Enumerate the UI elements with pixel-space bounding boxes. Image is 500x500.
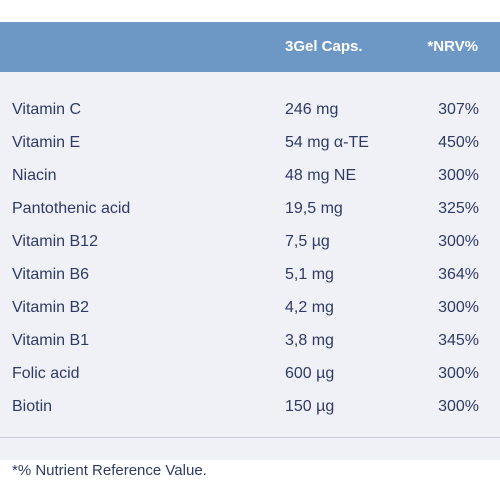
nutrient-nrv: 300% — [438, 233, 479, 250]
nutrient-nrv: 300% — [438, 167, 479, 184]
nutrient-amount: 150 µg — [285, 398, 335, 415]
table-row: Vitamin E 54 mg α-TE 450% — [0, 132, 500, 165]
table-header: 3Gel Caps. *NRV% — [0, 22, 500, 72]
nutrient-name: Vitamin B1 — [12, 332, 90, 349]
nutrient-name: Vitamin B12 — [12, 233, 98, 250]
header-amount-label: 3Gel Caps. — [285, 38, 363, 55]
nutrient-nrv: 300% — [438, 299, 479, 316]
nutrient-nrv: 300% — [438, 365, 479, 382]
table-row: Vitamin B1 3,8 mg 345% — [0, 330, 500, 363]
nutrient-amount: 19,5 mg — [285, 200, 343, 217]
nutrient-name: Pantothenic acid — [12, 200, 131, 217]
table-body: Vitamin C 246 mg 307% Vitamin E 54 mg α-… — [0, 99, 500, 429]
nutrient-nrv: 345% — [438, 332, 479, 349]
table-row: Vitamin C 246 mg 307% — [0, 99, 500, 132]
nutrient-amount: 7,5 µg — [285, 233, 330, 250]
nutrient-name: Vitamin C — [12, 101, 82, 118]
nutrient-name: Biotin — [12, 398, 53, 415]
nutrition-table: 3Gel Caps. *NRV% Vitamin C 246 mg 307% V… — [0, 22, 500, 479]
table-row: Biotin 150 µg 300% — [0, 396, 500, 429]
table-divider — [0, 437, 500, 438]
nutrient-nrv: 307% — [438, 101, 479, 118]
table-row: Pantothenic acid 19,5 mg 325% — [0, 198, 500, 231]
nutrient-name: Folic acid — [12, 365, 80, 382]
table-row: Folic acid 600 µg 300% — [0, 363, 500, 396]
nutrient-name: Vitamin B6 — [12, 266, 90, 283]
nutrient-amount: 54 mg α-TE — [285, 134, 369, 151]
footnote: *% Nutrient Reference Value. — [12, 462, 207, 479]
header-nrv-label: *NRV% — [427, 38, 478, 55]
nutrient-nrv: 300% — [438, 398, 479, 415]
nutrient-name: Niacin — [12, 167, 57, 184]
nutrient-amount: 3,8 mg — [285, 332, 334, 349]
nutrient-amount: 5,1 mg — [285, 266, 334, 283]
nutrient-nrv: 450% — [438, 134, 479, 151]
nutrient-amount: 48 mg NE — [285, 167, 357, 184]
table-row: Vitamin B2 4,2 mg 300% — [0, 297, 500, 330]
nutrient-amount: 600 µg — [285, 365, 335, 382]
table-row: Niacin 48 mg NE 300% — [0, 165, 500, 198]
table-row: Vitamin B6 5,1 mg 364% — [0, 264, 500, 297]
nutrient-nrv: 325% — [438, 200, 479, 217]
nutrient-nrv: 364% — [438, 266, 479, 283]
nutrient-amount: 246 mg — [285, 101, 339, 118]
nutrient-name: Vitamin E — [12, 134, 81, 151]
nutrient-name: Vitamin B2 — [12, 299, 90, 316]
table-row: Vitamin B12 7,5 µg 300% — [0, 231, 500, 264]
nutrient-amount: 4,2 mg — [285, 299, 334, 316]
